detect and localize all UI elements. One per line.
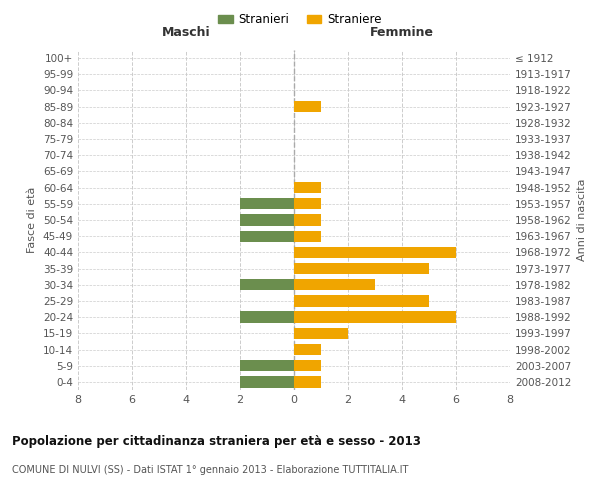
Bar	[294, 312, 456, 323]
Bar	[294, 296, 429, 306]
Bar	[294, 182, 321, 194]
Bar	[240, 376, 294, 388]
Bar	[294, 328, 348, 339]
Bar	[294, 214, 321, 226]
Bar	[240, 312, 294, 323]
Text: Maschi: Maschi	[161, 26, 211, 38]
Text: COMUNE DI NULVI (SS) - Dati ISTAT 1° gennaio 2013 - Elaborazione TUTTITALIA.IT: COMUNE DI NULVI (SS) - Dati ISTAT 1° gen…	[12, 465, 409, 475]
Bar	[240, 279, 294, 290]
Text: Femmine: Femmine	[370, 26, 434, 38]
Text: Popolazione per cittadinanza straniera per età e sesso - 2013: Popolazione per cittadinanza straniera p…	[12, 435, 421, 448]
Bar	[294, 279, 375, 290]
Bar	[294, 198, 321, 209]
Bar	[294, 344, 321, 355]
Bar	[240, 230, 294, 242]
Bar	[240, 198, 294, 209]
Bar	[240, 360, 294, 372]
Y-axis label: Fasce di età: Fasce di età	[28, 187, 37, 253]
Y-axis label: Anni di nascita: Anni di nascita	[577, 179, 587, 261]
Legend: Stranieri, Straniere: Stranieri, Straniere	[214, 8, 386, 31]
Bar	[294, 101, 321, 112]
Bar	[240, 214, 294, 226]
Bar	[294, 360, 321, 372]
Bar	[294, 376, 321, 388]
Bar	[294, 246, 456, 258]
Bar	[294, 230, 321, 242]
Bar	[294, 263, 429, 274]
